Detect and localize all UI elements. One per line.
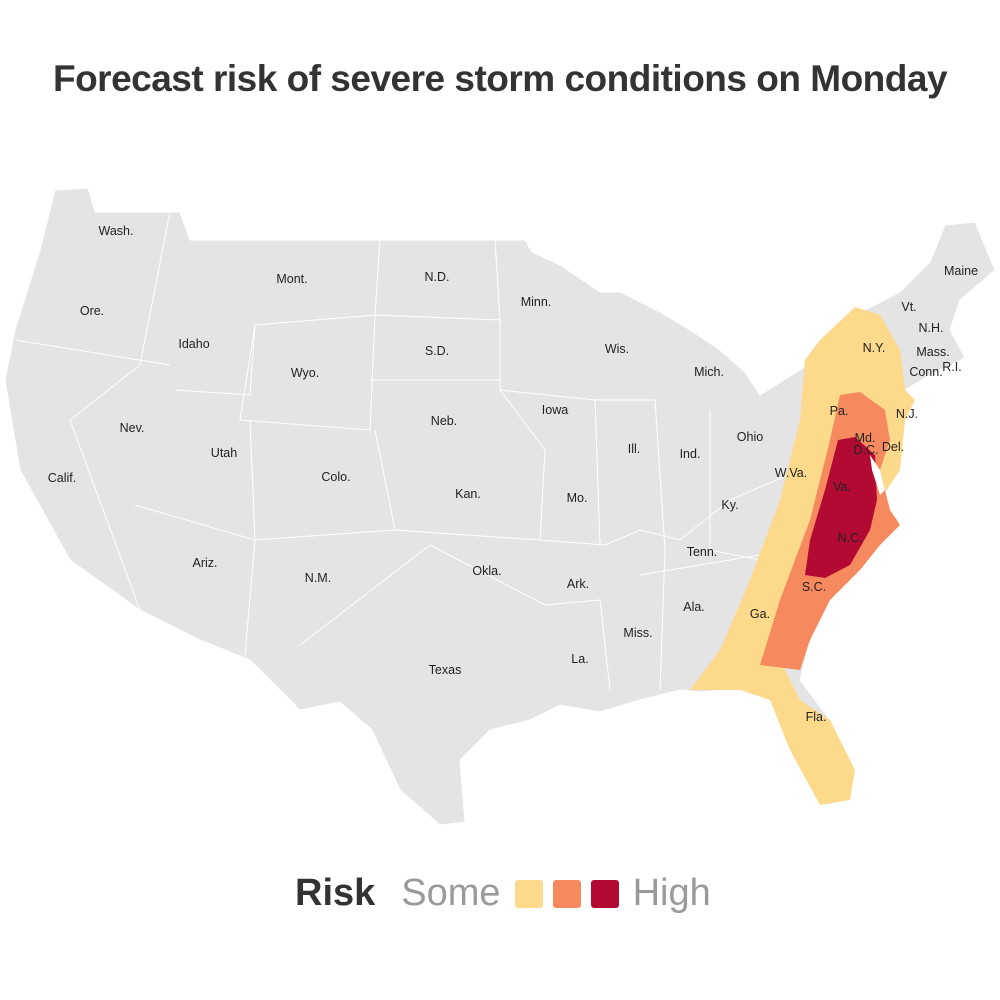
state-label: Wash. [98,224,134,238]
state-label: N.D. [424,270,450,284]
state-label: Ga. [749,607,771,621]
state-label: Ohio [736,430,764,444]
state-label: N.H. [918,321,944,335]
state-label: Miss. [623,626,653,640]
state-label: Ala. [683,600,705,614]
state-label: N.C. [837,531,863,545]
state-label: Tenn. [686,545,718,559]
state-label: Mo. [566,491,588,505]
state-label: Ore. [79,304,105,318]
state-label: S.D. [424,344,450,358]
legend-swatch-some [514,879,543,908]
state-label: S.C. [801,580,827,594]
chesapeake-bay [870,455,885,495]
state-label: Mass. [916,345,950,359]
state-label: Kan. [455,487,481,501]
state-label: Pa. [829,404,849,418]
state-label: W.Va. [774,466,808,480]
chart-title: Forecast risk of severe storm conditions… [52,58,948,99]
legend-low-label: Some [401,872,501,914]
state-label: Maine [943,264,979,278]
state-label: Colo. [321,470,351,484]
state-label: Iowa [541,403,569,417]
state-label: Utah [210,446,238,460]
state-label: Ark. [566,577,590,591]
state-label: La. [571,652,589,666]
state-label: Del. [881,440,905,454]
state-label: D.C. [853,443,879,457]
state-label: Md. [854,431,876,445]
legend: Risk Some High [295,872,711,915]
state-label: Wis. [604,342,630,356]
state-label: R.I. [942,360,962,374]
state-label: Wyo. [290,366,320,380]
state-label: Calif. [47,471,77,485]
state-label: Ky. [721,498,739,512]
state-label: Ind. [679,447,701,461]
legend-high-label: High [632,872,711,914]
state-label: Idaho [178,337,210,351]
state-label: Minn. [520,295,552,309]
state-label: N.Y. [862,341,886,355]
legend-swatch-high [590,879,619,908]
state-label: Ariz. [192,556,218,570]
state-label: Ill. [627,442,641,456]
state-label: Fla. [805,710,827,724]
state-label: Mich. [694,365,724,379]
legend-title: Risk [295,872,376,914]
state-label: Texas [428,663,462,677]
state-label: Vt. [901,300,917,314]
state-label: N.J. [895,407,919,421]
state-label: Mont. [276,272,308,286]
risk-area-high [805,437,877,578]
state-label: Va. [833,480,851,494]
state-label: Conn. [909,365,943,379]
legend-swatch-moderate [552,879,581,908]
state-label: Okla. [472,564,502,578]
state-label: Neb. [430,414,458,428]
state-label: N.M. [304,571,332,585]
state-label: Nev. [119,421,145,435]
